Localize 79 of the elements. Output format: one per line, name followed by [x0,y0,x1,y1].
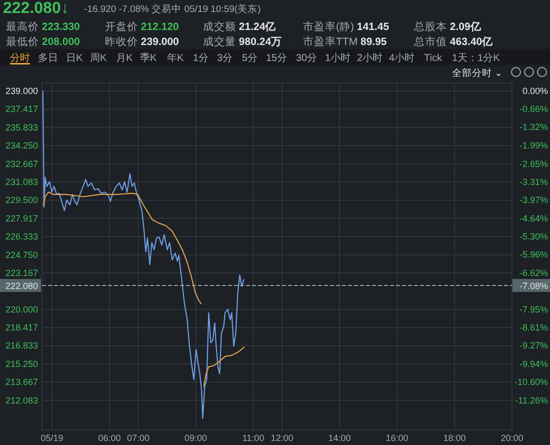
text: 2小时 [357,52,383,64]
ref-line-label: 222.080 [5,280,38,291]
y-tick-label: 231.083 [5,177,38,188]
y2-tick-label: -10.60% [514,377,548,388]
x-tick-label: 06:00 [98,433,121,443]
line-series [203,346,245,387]
line-series [42,90,244,420]
y2-tick-label: -4.64% [519,213,548,224]
y-tick-label: 239.000 [5,86,38,96]
y-tick-label: 218.417 [5,322,38,333]
x-tick-label: 16:00 [386,433,408,443]
text: 全部分时 ⌄ [452,67,503,79]
y-tick-label: 223.167 [5,268,38,278]
y2-tick-label: -1.99% [519,140,548,151]
x-tick-label: 18:00 [443,433,466,443]
y2-tick-label: -9.27% [519,340,548,351]
y2-tick-label: -7.95% [519,304,548,314]
y-tick-label: 224.750 [5,250,38,260]
line-series [42,192,202,304]
y2-tick-label: -5.96% [519,250,548,260]
text: 成交额 21.24亿 [203,20,278,33]
y-tick-label: 235.833 [5,122,38,132]
y-tick-label: 234.250 [5,140,38,151]
y2-tick-label: -2.65% [519,158,548,169]
y2-tick-label: -11.26% [515,395,548,406]
x-tick-label: 07:00 [127,433,150,443]
text: 季K [140,52,157,64]
text: 最低价 208.000 [6,36,80,48]
text: 周K [90,53,107,64]
text: 月K [116,53,133,64]
text: 4小时 [389,52,415,64]
y2-tick-label: -8.61% [519,322,548,333]
text: 分时 [10,52,30,64]
y-tick-label: 232.667 [5,158,38,169]
y-tick-label: 212.083 [5,395,38,406]
y2-tick-label: -3.31% [519,176,548,187]
x-tick-label: 11:00 [242,433,264,443]
text: 最高价 223.330 [6,20,80,33]
text: 市盈率TTM 89.95 [303,35,387,48]
y-tick-label: 237.417 [5,104,38,114]
text: 昨收价 239.000 [105,36,180,48]
text: 15分 [266,52,288,64]
y2-tick-label: -0.66% [519,104,548,114]
x-tick-label: 20:00 [500,433,524,443]
x-tick-label: 05/19 [40,433,64,443]
y2-tick-label: -3.97% [519,195,548,206]
x-tick-label: 14:00 [328,433,351,443]
y-tick-label: 216.833 [5,340,38,351]
y-tick-label: 229.500 [5,195,38,206]
y-tick-label: 226.333 [5,232,38,242]
y2-tick-label: 0.00% [522,86,548,96]
text: 成交量 980.24万 [203,35,282,48]
y-tick-label: 220.000 [5,304,38,314]
y2-tick-label: -9.94% [519,359,548,370]
text: 市盈率(静) 141.45 [303,20,390,33]
text: 开盘价 212.120 [105,21,180,33]
y-tick-label: 215.250 [5,358,38,369]
chart-title: 222.080↓ [3,0,69,17]
text: 1小时 [325,52,351,64]
y-tick-label: 213.667 [5,377,38,388]
text: 总股本 2.09亿 [413,20,482,33]
text: 1天：1分K [452,52,500,64]
text: 总市值 463.40亿 [413,35,494,48]
y2-tick-label: -5.30% [519,232,548,242]
x-tick-label: 12:00 [270,433,294,443]
text: 1分 [193,52,209,64]
text: 30分 [296,52,318,64]
x-tick-label: 09:00 [184,433,208,443]
text: 日K [66,53,83,64]
text: 多日 [38,52,58,64]
y2-tick-label: -6.62% [519,268,548,278]
text: 3分 [217,52,233,64]
text: 年K [167,52,184,64]
text: 5分 [242,52,258,64]
y2-tick-label: -1.32% [519,122,548,132]
chart-subtitle: -16.920 -7.08% 交易中 05/19 10:59(美东) [84,3,261,15]
text: -7.08% [519,280,548,291]
y-tick-label: 227.917 [5,213,38,224]
text: Tick [424,53,443,64]
